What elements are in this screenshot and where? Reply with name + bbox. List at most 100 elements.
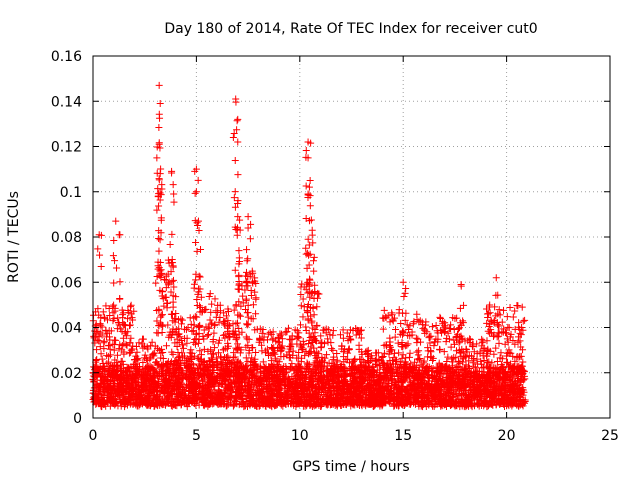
data-point xyxy=(158,362,166,370)
data-point xyxy=(207,346,215,354)
data-point xyxy=(351,362,359,370)
data-point xyxy=(500,306,508,314)
data-point xyxy=(211,295,219,303)
data-point xyxy=(140,354,148,362)
data-point xyxy=(105,342,113,350)
data-point xyxy=(222,362,230,370)
data-point xyxy=(342,397,350,405)
data-point xyxy=(193,396,201,404)
data-point xyxy=(317,402,325,410)
data-point xyxy=(287,382,295,390)
data-point xyxy=(246,386,254,394)
data-point xyxy=(205,330,213,338)
data-point xyxy=(221,383,229,391)
data-point xyxy=(235,370,243,378)
data-point xyxy=(162,284,170,292)
data-point xyxy=(93,346,101,354)
data-point xyxy=(382,342,390,350)
data-point xyxy=(234,319,242,327)
data-point xyxy=(267,386,275,394)
data-point xyxy=(188,349,196,357)
data-point xyxy=(208,375,216,383)
data-point xyxy=(291,392,299,400)
data-point xyxy=(349,401,357,409)
data-point xyxy=(197,373,205,381)
data-point xyxy=(318,353,326,361)
data-point xyxy=(134,390,142,398)
data-point xyxy=(110,363,118,371)
data-point xyxy=(406,349,414,357)
data-point xyxy=(116,362,124,370)
data-point xyxy=(118,372,126,380)
data-point xyxy=(226,358,234,366)
data-point xyxy=(313,294,321,302)
data-point xyxy=(219,392,227,400)
data-point xyxy=(194,354,202,362)
data-point xyxy=(208,300,216,308)
data-point xyxy=(323,351,331,359)
data-point xyxy=(263,393,271,401)
data-point xyxy=(203,381,211,389)
data-point xyxy=(139,335,147,343)
data-point xyxy=(259,401,267,409)
data-point xyxy=(247,383,255,391)
data-point xyxy=(199,366,207,374)
data-point xyxy=(236,349,244,357)
data-point xyxy=(92,399,100,407)
data-point xyxy=(397,320,405,328)
data-point xyxy=(227,392,235,400)
data-point xyxy=(216,307,224,315)
data-point xyxy=(98,355,106,363)
data-point xyxy=(93,328,101,336)
data-point xyxy=(131,377,139,385)
data-point xyxy=(355,341,363,349)
data-point xyxy=(291,366,299,374)
data-point xyxy=(113,351,121,359)
data-point xyxy=(276,388,284,396)
data-point xyxy=(187,320,195,328)
data-point xyxy=(214,301,222,309)
data-point xyxy=(323,397,331,405)
data-point xyxy=(164,321,172,329)
data-point xyxy=(153,386,161,394)
data-point xyxy=(96,399,104,407)
data-point xyxy=(205,357,213,365)
data-point xyxy=(362,348,370,356)
data-point xyxy=(252,349,260,357)
data-point xyxy=(216,353,224,361)
data-point xyxy=(352,331,360,339)
data-point xyxy=(329,375,337,383)
data-point xyxy=(301,402,309,410)
data-point xyxy=(143,343,151,351)
data-point xyxy=(247,366,255,374)
data-point xyxy=(183,363,191,371)
data-point xyxy=(380,306,388,314)
data-point xyxy=(190,399,198,407)
data-point xyxy=(166,377,174,385)
data-point xyxy=(378,353,386,361)
data-point xyxy=(189,378,197,386)
data-point xyxy=(245,378,253,386)
data-point xyxy=(373,360,381,368)
data-point xyxy=(301,384,309,392)
data-point xyxy=(178,341,186,349)
data-point xyxy=(326,401,334,409)
data-point xyxy=(119,311,127,319)
data-point xyxy=(206,290,214,298)
data-point xyxy=(123,385,131,393)
data-point xyxy=(359,366,367,374)
data-point xyxy=(296,397,304,405)
data-point xyxy=(275,339,283,347)
data-point xyxy=(205,324,213,332)
data-point xyxy=(284,324,292,332)
data-point xyxy=(366,399,374,407)
data-point xyxy=(127,301,135,309)
data-point xyxy=(131,356,139,364)
data-point xyxy=(370,400,378,408)
data-point xyxy=(281,328,289,336)
data-point xyxy=(226,387,234,395)
data-point xyxy=(99,308,107,316)
data-point xyxy=(243,335,251,343)
data-point xyxy=(334,390,342,398)
